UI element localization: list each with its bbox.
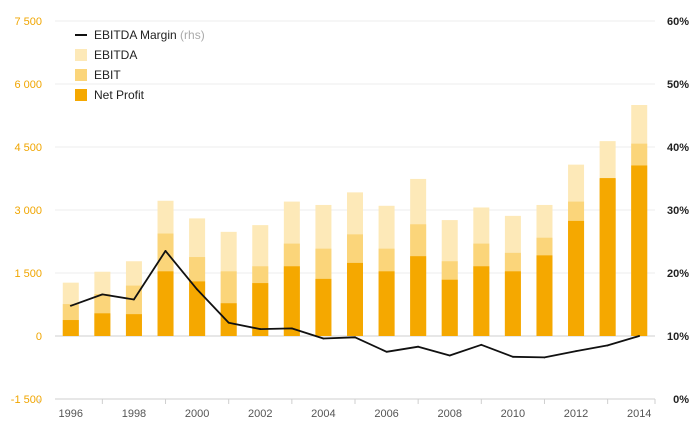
x-tick-label: 2000 xyxy=(185,408,209,420)
line-point xyxy=(101,293,104,296)
line-point xyxy=(69,304,72,307)
y-right-tick-label: 0% xyxy=(673,394,689,406)
x-tick-label: 2006 xyxy=(374,408,398,420)
bar xyxy=(631,165,648,336)
right-axis: 0% 10% 20% 30% 40% 50% 60% xyxy=(667,16,689,406)
legend-label: EBITDA xyxy=(94,48,137,62)
y-left-tick-label: 3 000 xyxy=(14,205,42,217)
y-right-tick-label: 20% xyxy=(667,268,689,280)
y-right-tick-label: 10% xyxy=(667,331,689,343)
bar xyxy=(378,271,395,336)
legend-label-suffix: (rhs) xyxy=(177,28,205,42)
y-right-tick-label: 40% xyxy=(667,142,689,154)
y-right-tick-label: 50% xyxy=(667,79,689,91)
line-point xyxy=(290,327,293,330)
bar xyxy=(252,283,269,336)
x-axis: 1996 1998 2000 2002 2004 2006 2008 2010 2012 2014 xyxy=(38,398,656,420)
line-point xyxy=(196,288,199,291)
legend-item: EBITDA xyxy=(75,48,137,62)
legend-swatch xyxy=(75,69,87,81)
bar xyxy=(441,279,458,336)
y-left-tick-label: 7 500 xyxy=(14,16,42,28)
line-point xyxy=(259,328,262,330)
line-series xyxy=(69,249,641,359)
y-right-tick-label: 60% xyxy=(667,16,689,28)
bar-series xyxy=(62,105,648,336)
legend-label: Net Profit xyxy=(94,88,145,102)
line-point xyxy=(385,350,388,353)
bar xyxy=(220,303,237,336)
line-point xyxy=(575,350,577,353)
x-tick-label: 2008 xyxy=(437,408,461,420)
legend-item: Net Profit xyxy=(75,88,145,102)
legend: EBITDA Margin (rhs) EBITDA EBIT Net Profit xyxy=(75,28,205,102)
legend-swatch xyxy=(75,89,87,101)
line-point xyxy=(511,355,514,358)
legend-item: EBIT xyxy=(75,68,121,82)
legend-item: EBITDA Margin (rhs) xyxy=(75,28,205,42)
bar xyxy=(504,271,521,336)
line-point xyxy=(417,345,420,348)
x-tick-label: 2002 xyxy=(248,408,272,420)
line-point xyxy=(448,354,451,357)
line-point xyxy=(133,298,135,301)
y-left-tick-label: -1 500 xyxy=(11,394,42,406)
line-point xyxy=(638,335,641,337)
bar xyxy=(599,178,616,336)
bar xyxy=(125,314,142,336)
bar xyxy=(157,271,174,336)
bar xyxy=(189,281,206,336)
line-point xyxy=(354,336,356,339)
legend-label: EBIT xyxy=(94,68,121,82)
line-point xyxy=(606,344,609,347)
y-left-tick-label: 4 500 xyxy=(14,142,42,154)
series-net-profit xyxy=(62,165,648,336)
y-left-tick-label: 6 000 xyxy=(14,79,42,91)
bar xyxy=(473,266,490,336)
y-left-tick-label: 1 500 xyxy=(14,268,42,280)
line-point xyxy=(480,343,483,346)
bar xyxy=(536,255,553,336)
x-tick-label: 2012 xyxy=(564,408,588,420)
bar xyxy=(315,278,332,336)
bar xyxy=(410,256,427,336)
x-tick-label: 1996 xyxy=(59,408,83,420)
line-point xyxy=(227,321,230,324)
legend-swatch xyxy=(75,49,87,61)
x-tick-label: 1998 xyxy=(122,408,146,420)
y-right-tick-label: 30% xyxy=(667,205,689,217)
line-point xyxy=(543,356,546,359)
line-point xyxy=(164,250,167,252)
y-left-tick-label: 0 xyxy=(36,331,42,343)
x-tick-label: 2014 xyxy=(627,408,651,420)
bar xyxy=(94,313,111,336)
legend-label: EBITDA Margin (rhs) xyxy=(94,28,205,42)
x-tick-label: 2010 xyxy=(501,408,525,420)
bar xyxy=(347,262,363,336)
bar xyxy=(62,320,79,336)
bar xyxy=(568,220,585,336)
bar xyxy=(283,266,300,336)
left-axis: -1 500 0 1 500 3 000 4 500 6 000 7 500 xyxy=(11,16,42,406)
x-tick-label: 2004 xyxy=(311,408,335,420)
line-point xyxy=(322,337,325,340)
